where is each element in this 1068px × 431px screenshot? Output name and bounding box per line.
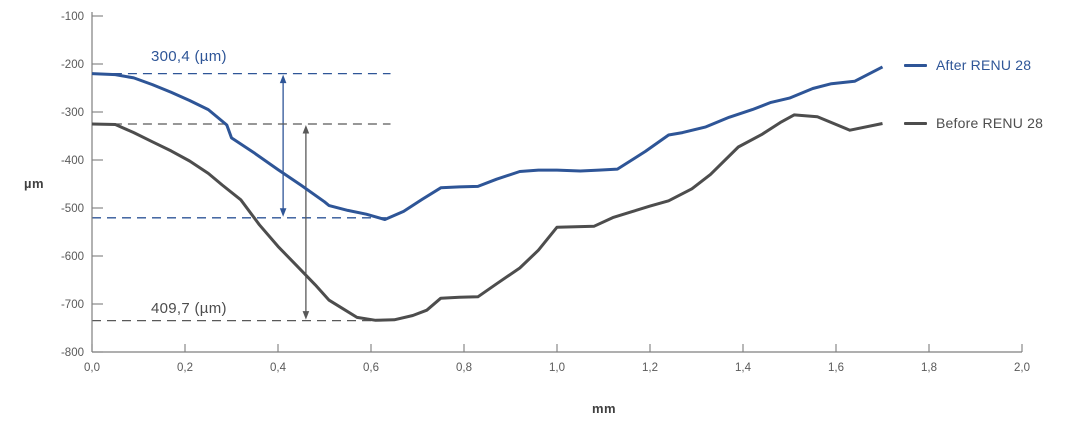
measure-arrow-head-down-after-depth — [279, 208, 287, 217]
legend-item-before-renu-28: Before RENU 28 — [904, 115, 1043, 131]
y-axis-label: µm — [24, 176, 45, 191]
y-tick-label: -600 — [61, 251, 84, 263]
measure-arrow-head-down-before-depth — [302, 311, 310, 320]
x-tick-label: 2,0 — [1014, 362, 1030, 374]
x-tick-label: 0,6 — [363, 362, 379, 374]
x-axis-label: mm — [592, 401, 617, 416]
y-tick-label: -500 — [61, 203, 84, 215]
x-tick-label: 0,0 — [84, 362, 100, 374]
x-tick-label: 1,6 — [828, 362, 844, 374]
x-tick-label: 1,8 — [921, 362, 937, 374]
y-tick-label: -400 — [61, 155, 84, 167]
x-tick-label: 0,4 — [270, 362, 287, 374]
legend-line-swatch-before — [904, 121, 927, 125]
x-tick-label: 0,8 — [456, 362, 472, 374]
legend-label-before: Before RENU 28 — [936, 115, 1044, 131]
measure-arrow-head-up-after-depth — [279, 74, 287, 84]
legend-line-swatch-after — [904, 63, 927, 67]
series-line-after-renu-28 — [91, 65, 884, 221]
x-tick-label: 1,0 — [549, 362, 565, 374]
measure-arrow-head-up-before-depth — [302, 125, 310, 134]
y-tick-label: -200 — [61, 59, 84, 71]
annotation-before-depth-label: 409,7 (µm) — [151, 300, 227, 317]
y-tick-label: -700 — [61, 299, 84, 311]
x-tick-label: 1,2 — [642, 362, 658, 374]
y-tick-label: -300 — [61, 107, 84, 119]
legend-label-after: After RENU 28 — [936, 57, 1032, 73]
series-line-before-renu-28 — [91, 113, 883, 322]
y-tick-label: -100 — [61, 11, 84, 23]
legend-item-after-renu-28: After RENU 28 — [904, 57, 1031, 73]
x-tick-label: 0,2 — [177, 362, 193, 374]
annotation-after-depth-label: 300,4 (µm) — [151, 48, 227, 65]
y-tick-label: -800 — [61, 347, 84, 359]
x-tick-label: 1,4 — [735, 362, 752, 374]
